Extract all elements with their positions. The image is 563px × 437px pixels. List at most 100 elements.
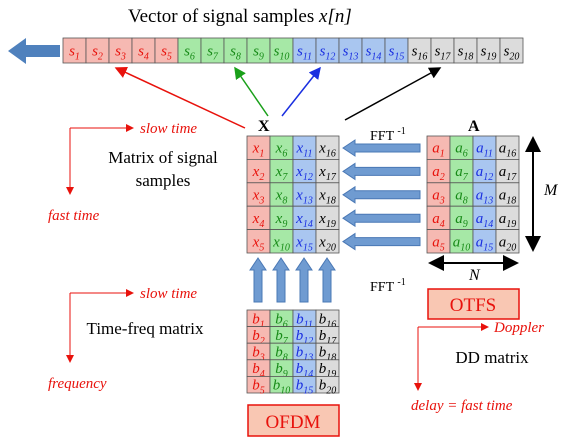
cell-label: s3 — [115, 44, 126, 63]
caption: Time-freq matrix — [87, 319, 204, 338]
cell — [315, 375, 340, 394]
cell-label: b6 — [275, 311, 288, 330]
cell-label: x6 — [275, 141, 288, 160]
cell-label: b11 — [296, 311, 313, 330]
box-label: OTFS — [450, 295, 496, 316]
cell-label: b20 — [319, 378, 337, 397]
axis-label: fast time — [48, 208, 100, 224]
cell-label: s14 — [366, 44, 382, 63]
axis-label: delay = fast time — [411, 398, 513, 414]
arrow — [344, 67, 442, 121]
arrow — [114, 66, 246, 129]
cell-label: a14 — [476, 211, 494, 230]
fft: FFT -1 — [370, 126, 406, 144]
cell-label: x2 — [252, 164, 265, 183]
dim: N — [468, 267, 481, 284]
cell-label: s11 — [297, 44, 312, 63]
cell — [315, 229, 340, 254]
cell-label: s5 — [161, 44, 172, 63]
axis-label: Doppler — [493, 320, 544, 336]
dim: M — [543, 182, 559, 199]
cell-label: s15 — [389, 44, 405, 63]
cell-label: s6 — [184, 44, 195, 63]
label: X — [258, 118, 270, 135]
cell-label: a5 — [432, 234, 445, 253]
cell-label: b3 — [252, 345, 265, 364]
cell-label: b7 — [275, 328, 289, 347]
cell — [499, 37, 524, 64]
cell-label: a11 — [476, 141, 493, 160]
cells: s1 s2 s3 s4 s5 s6 s7 s8 s9 s10 s11 s12 s13 s14 s15 s16 s… — [62, 37, 524, 397]
cell-label: a9 — [455, 211, 468, 230]
cell-label: s16 — [412, 44, 428, 63]
cell-label: a12 — [476, 164, 494, 183]
fft-arrow — [318, 257, 336, 303]
cell-label: x7 — [275, 164, 289, 183]
fft: FFT -1 — [370, 277, 406, 295]
cell-label: x1 — [252, 141, 265, 160]
cell-label: a13 — [476, 188, 494, 207]
cell-label: s7 — [207, 44, 219, 63]
cell-label: a19 — [499, 211, 517, 230]
cell-label: a7 — [455, 164, 469, 183]
fft-arrow — [272, 257, 290, 303]
cell-label: a17 — [499, 164, 518, 183]
cell-label: s17 — [435, 44, 452, 63]
cell-label: x13 — [295, 188, 313, 207]
cell-label: b15 — [296, 378, 314, 397]
fft-arrow — [249, 257, 267, 303]
cell-label: b4 — [252, 361, 265, 380]
cell-label: x12 — [295, 164, 313, 183]
cell-label: b12 — [296, 328, 314, 347]
cell-label: x18 — [318, 188, 336, 207]
cell-label: a3 — [432, 188, 445, 207]
fft-arrow — [342, 139, 421, 157]
cell-label: s20 — [504, 44, 520, 63]
cell-label: b10 — [273, 378, 291, 397]
cell-label: a2 — [432, 164, 445, 183]
cell-label: s13 — [343, 44, 359, 63]
axis-label: slow time — [140, 121, 197, 137]
fft-arrow — [342, 232, 421, 251]
cell-label: b8 — [275, 345, 288, 364]
cell-label: s1 — [69, 44, 80, 63]
arrow — [234, 66, 269, 117]
cell — [495, 229, 520, 254]
cell-label: x15 — [295, 234, 313, 253]
cell-label: s2 — [92, 44, 103, 63]
cell-label: s19 — [481, 44, 497, 63]
caption: DD matrix — [455, 348, 529, 367]
cell-label: b19 — [319, 361, 337, 380]
cell-label: s10 — [274, 44, 290, 63]
cell-label: b18 — [319, 345, 337, 364]
label: A — [468, 118, 480, 135]
cell-label: x10 — [272, 234, 290, 253]
cell-label: b9 — [275, 361, 288, 380]
big-arrow — [8, 38, 60, 64]
cell-label: x9 — [275, 211, 288, 230]
cell-label: x17 — [318, 164, 337, 183]
box — [247, 404, 340, 437]
arrow — [281, 66, 321, 117]
cell-label: x19 — [318, 211, 336, 230]
cell-label: a8 — [455, 188, 468, 207]
fft-arrow — [342, 185, 421, 204]
cell-label: a10 — [453, 234, 471, 253]
cell-label: a4 — [432, 211, 445, 230]
cell-label: s4 — [138, 44, 149, 63]
cell-label: b17 — [319, 328, 338, 347]
fft-arrow — [342, 209, 421, 228]
box — [427, 288, 520, 320]
cell-label: a1 — [432, 141, 445, 160]
cell-label: b14 — [296, 361, 314, 380]
cell-label: s9 — [253, 44, 264, 63]
cell-label: b2 — [252, 328, 265, 347]
title: Vector of signal samples x[n] — [128, 6, 352, 27]
caption: Matrix of signal — [108, 148, 218, 167]
cell-label: a15 — [476, 234, 494, 253]
cell-label: x20 — [318, 234, 336, 253]
cell-label: x16 — [318, 141, 336, 160]
cell-label: x11 — [296, 141, 313, 160]
cell-label: x5 — [252, 234, 265, 253]
